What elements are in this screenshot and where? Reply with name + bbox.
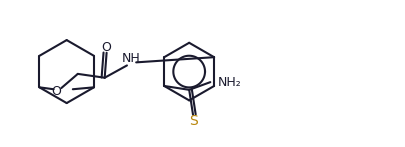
Text: S: S <box>188 113 197 128</box>
Text: NH₂: NH₂ <box>217 76 241 89</box>
Text: NH: NH <box>122 52 141 65</box>
Text: O: O <box>51 85 62 98</box>
Text: O: O <box>101 41 111 54</box>
